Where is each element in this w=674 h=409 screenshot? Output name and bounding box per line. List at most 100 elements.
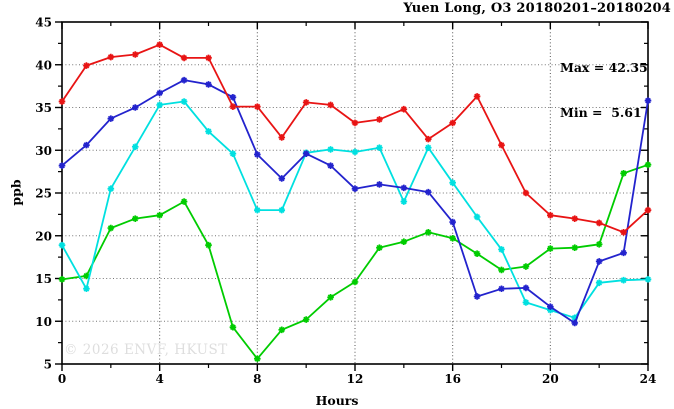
blue-line-marker: [400, 184, 408, 192]
x-tick-label: 16: [444, 372, 461, 386]
y-tick-label: 10: [35, 315, 52, 329]
y-tick-label: 30: [35, 144, 52, 158]
green-line-marker: [131, 215, 139, 222]
red-line-marker: [180, 54, 188, 62]
y-tick-label: 45: [35, 16, 52, 30]
red-line-marker: [473, 93, 481, 100]
red-line-marker: [498, 141, 505, 149]
red-line-marker: [571, 215, 579, 222]
blue-line-marker: [449, 218, 456, 226]
red-line-marker: [327, 101, 334, 109]
cyan-line-marker: [424, 144, 432, 151]
minmax-legend: Max = 42.35 Min = 5.61: [560, 30, 648, 150]
blue-line-marker: [131, 104, 139, 111]
cyan-line-marker: [58, 241, 66, 249]
cyan-line-marker: [229, 150, 237, 157]
green-line-marker: [107, 224, 115, 232]
cyan-line-marker: [644, 276, 652, 283]
legend-max: Max = 42.35: [560, 60, 648, 75]
green-line-marker: [327, 294, 334, 301]
blue-line-marker: [58, 162, 66, 169]
green-line-marker: [254, 355, 261, 363]
x-axis-label: Hours: [315, 393, 359, 408]
green-line: [61, 163, 649, 360]
red-line-marker: [644, 206, 652, 214]
y-tick-label: 25: [35, 187, 52, 201]
blue-line-marker: [327, 162, 334, 169]
blue-line-marker: [571, 319, 579, 327]
cyan-line-marker: [180, 98, 188, 105]
green-line-marker: [547, 245, 554, 252]
cyan-line-marker: [376, 144, 383, 151]
green-line-marker: [449, 235, 456, 242]
red-line-marker: [156, 41, 163, 48]
blue-line-marker: [547, 303, 554, 311]
cyan-line-marker: [107, 185, 115, 193]
red-line-marker: [620, 229, 627, 236]
blue-line-marker: [498, 285, 505, 293]
green-line-marker: [278, 326, 286, 334]
cyan-line-marker: [595, 279, 603, 287]
red-line-marker: [449, 119, 456, 127]
cyan-line-marker: [254, 206, 261, 214]
cyan-line-marker: [278, 206, 286, 214]
watermark: © 2026 ENVF, HKUST: [64, 342, 228, 358]
blue-line-marker: [83, 141, 90, 149]
red-line-marker: [376, 116, 383, 123]
green-line-marker: [595, 241, 603, 248]
cyan-line-marker: [620, 276, 627, 284]
green-line-marker: [473, 250, 481, 258]
green-line-marker: [571, 244, 579, 252]
blue-line-marker: [205, 81, 212, 88]
blue-line-marker: [229, 93, 237, 101]
cyan-line-marker: [156, 101, 163, 109]
red-line-marker: [131, 51, 139, 58]
x-tick-label: 4: [155, 372, 163, 386]
legend-min: Min = 5.61: [560, 105, 642, 120]
x-tick-label: 24: [640, 372, 657, 386]
cyan-line-marker: [449, 179, 456, 187]
y-axis-label: ppb: [8, 179, 24, 206]
blue-line-marker: [595, 258, 603, 265]
red-line-marker: [83, 62, 90, 69]
green-line-marker: [205, 241, 212, 249]
blue-line-marker: [620, 249, 627, 257]
green-line-marker: [498, 266, 505, 274]
cyan-line-marker: [571, 314, 579, 322]
red-line-marker: [351, 119, 359, 127]
blue-line-marker: [376, 181, 383, 188]
blue-line-marker: [424, 188, 432, 196]
green-line-marker: [522, 263, 530, 270]
cyan-line-marker: [327, 146, 334, 153]
red-line-marker: [278, 134, 286, 141]
cyan-line-marker: [131, 143, 139, 151]
green-line-marker: [83, 272, 90, 280]
blue-line-marker: [473, 293, 481, 300]
red-line-marker: [107, 53, 115, 61]
y-tick-label: 35: [35, 101, 52, 115]
green-line-marker: [644, 161, 652, 169]
cyan-line-marker: [351, 148, 359, 156]
blue-line-marker: [180, 76, 188, 84]
blue-line-marker: [644, 97, 652, 104]
cyan-line-marker: [498, 246, 505, 253]
cyan-line-marker: [400, 198, 408, 205]
red-line-marker: [229, 103, 237, 110]
x-tick-label: 12: [347, 372, 364, 386]
blue-line-marker: [302, 150, 310, 157]
red-line-marker: [547, 211, 554, 219]
blue-line-marker: [156, 89, 163, 97]
x-tick-label: 8: [253, 372, 261, 386]
green-line-marker: [424, 229, 432, 236]
green-line-marker: [180, 198, 188, 205]
green-line-marker: [156, 211, 163, 219]
green-line-marker: [376, 244, 383, 252]
y-tick-label: 40: [35, 58, 52, 72]
red-line-marker: [400, 105, 408, 113]
y-tick-label: 5: [44, 358, 52, 372]
blue-line-marker: [278, 175, 286, 182]
blue-line-marker: [107, 115, 115, 122]
red-line-marker: [254, 103, 261, 110]
